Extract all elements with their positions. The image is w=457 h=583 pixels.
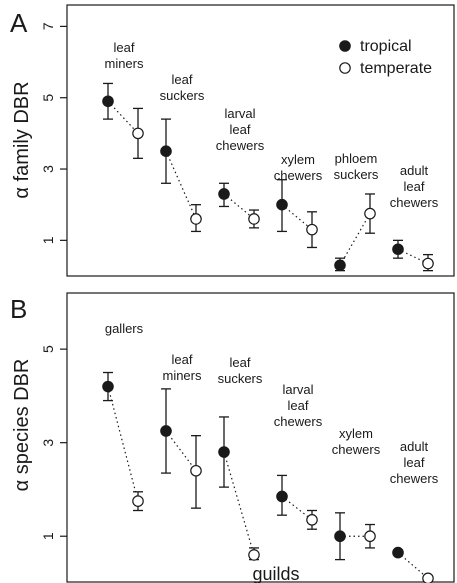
point-tropical — [392, 243, 404, 256]
guild-label-line: leaf — [230, 355, 251, 370]
guild-label: larval leaf chewers — [216, 106, 265, 153]
point-tropical — [392, 546, 404, 559]
guild-label-line: chewers — [274, 414, 323, 429]
connector-line — [223, 451, 255, 556]
point-tropical — [102, 380, 114, 393]
point-temperate — [422, 257, 434, 270]
point-temperate — [248, 213, 260, 225]
point-temperate — [364, 530, 376, 543]
point-temperate — [306, 514, 318, 526]
point-temperate — [132, 495, 144, 507]
connector-line — [339, 213, 371, 266]
guild-label: adult leaf chewers — [390, 163, 439, 210]
y-tick-label: 1 — [40, 532, 56, 540]
guild-label-line: miners — [104, 56, 144, 71]
guild-label-line: adult — [400, 163, 429, 178]
point-tropical — [218, 188, 230, 200]
guild-label-line: chewers — [390, 195, 439, 210]
point-tropical — [218, 446, 230, 458]
guild-label-line: adult — [400, 439, 429, 454]
guild-label-line: chewers — [274, 168, 323, 183]
guild-label: adult leaf chewers — [390, 439, 439, 486]
guild-label-line: suckers — [334, 167, 379, 182]
guild-label: xylem chewers — [274, 152, 323, 183]
point-temperate — [364, 207, 376, 220]
guild-label-line: xylem — [281, 152, 315, 167]
guild-label-line: leaf — [230, 122, 251, 137]
legend-label-tropical: tropical — [360, 38, 412, 55]
point-temperate — [190, 213, 202, 225]
guild-label-line: miners — [162, 368, 202, 383]
connector-line — [223, 193, 255, 220]
x-axis-label: guilds — [252, 564, 299, 583]
guild-label: larval leaf chewers — [274, 382, 323, 429]
point-temperate — [190, 464, 202, 477]
point-tropical — [334, 530, 346, 543]
guild-label: leaf suckers — [218, 355, 263, 386]
guild-label-line: leaf — [172, 72, 193, 87]
guild-label-line: suckers — [160, 88, 205, 103]
guild-label: xylem chewers — [332, 426, 381, 457]
guild-label-line: larval — [224, 106, 255, 121]
connector-line — [397, 552, 429, 579]
y-tick-label: 5 — [40, 345, 56, 353]
guild-label: gallers — [105, 321, 144, 336]
point-temperate — [422, 572, 434, 583]
plot-frame — [66, 4, 455, 277]
guild-label-line: gallers — [105, 321, 144, 336]
y-axis-label: α family DBR — [11, 81, 33, 198]
guild-label-line: xylem — [339, 426, 373, 441]
guild-label-line: chewers — [216, 138, 265, 153]
legend-marker-tropical — [339, 40, 351, 52]
panel-letter: B — [10, 294, 27, 324]
connector-line — [165, 430, 197, 472]
guild-label-line: leaf — [404, 179, 425, 194]
guild-label-line: chewers — [390, 471, 439, 486]
y-tick-label: 7 — [40, 22, 56, 30]
y-tick-label: 1 — [40, 236, 56, 244]
point-temperate — [248, 549, 260, 561]
connector-line — [165, 150, 197, 220]
guild-label-line: leaf — [172, 352, 193, 367]
guild-label-line: phloem — [335, 151, 378, 166]
guild-label: leaf miners — [104, 40, 144, 71]
y-tick-label: 5 — [40, 94, 56, 102]
plot-frame — [66, 292, 455, 583]
y-axis-label: α species DBR — [11, 359, 33, 492]
y-tick-label: 3 — [40, 165, 56, 173]
point-temperate — [306, 223, 318, 236]
panel-letter: A — [10, 8, 28, 38]
guild-label-line: leaf — [288, 398, 309, 413]
point-tropical — [160, 145, 172, 157]
connector-line — [107, 386, 139, 502]
connector-line — [281, 204, 313, 231]
point-tropical — [334, 259, 346, 272]
point-tropical — [276, 490, 288, 503]
legend: tropical temperate — [339, 38, 432, 77]
y-tick-label: 3 — [40, 439, 56, 447]
guild-label: leaf suckers — [160, 72, 205, 103]
guild-label: leaf miners — [162, 352, 202, 383]
connector-line — [107, 100, 139, 134]
point-tropical — [276, 198, 288, 211]
connector-line — [281, 495, 313, 521]
guild-label-line: larval — [282, 382, 313, 397]
guild-label-line: chewers — [332, 442, 381, 457]
point-tropical — [160, 425, 172, 437]
guild-label-line: leaf — [114, 40, 135, 55]
point-temperate — [132, 127, 144, 140]
guild-label-line: suckers — [218, 371, 263, 386]
point-tropical — [102, 95, 114, 108]
legend-label-temperate: temperate — [360, 60, 432, 77]
guild-label-line: leaf — [404, 455, 425, 470]
guild-label: phloem suckers — [334, 151, 379, 182]
legend-marker-temperate — [339, 62, 351, 74]
